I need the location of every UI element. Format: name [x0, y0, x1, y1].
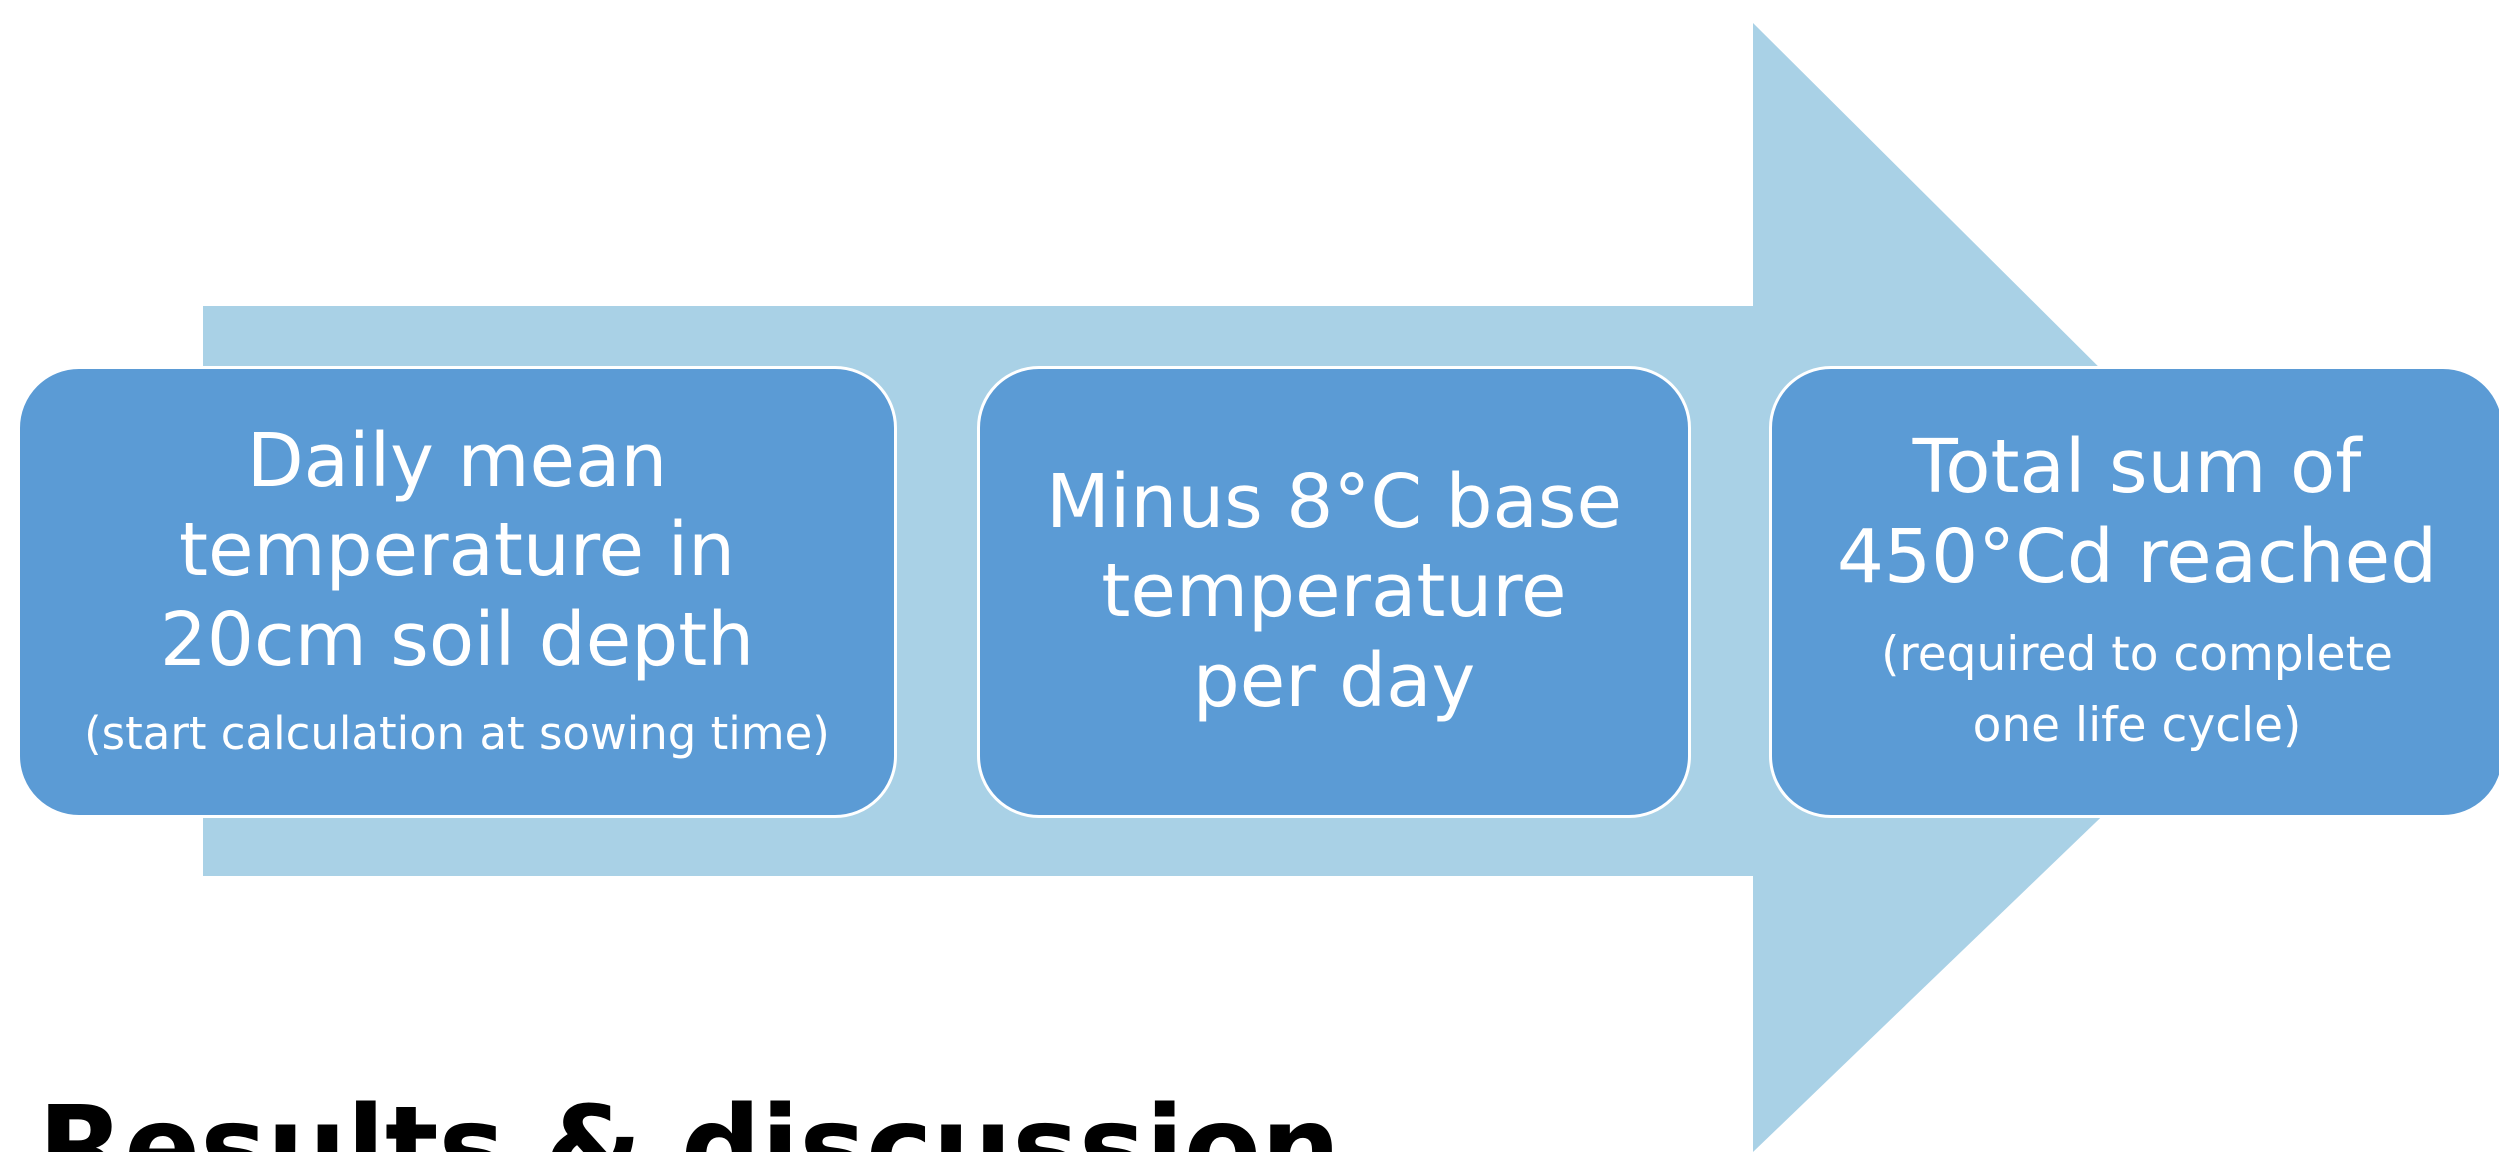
step-main-text: Total sum of 450°Cd reached [1836, 423, 2438, 600]
step-box-daily-mean-temperature: Daily mean temperature in 20cm soil dept… [17, 366, 897, 818]
step-main-text: Daily mean temperature in 20cm soil dept… [159, 417, 755, 684]
step-sub-text: (required to complete one life cycle) [1881, 627, 2393, 753]
section-heading: Results & discussion [38, 1083, 1341, 1152]
step-sub-text: (start calculation at sowing time) [84, 706, 830, 760]
step-box-minus-base-temperature: Minus 8°C base temperature per day [977, 366, 1691, 818]
step-box-total-sum-reached: Total sum of 450°Cd reached (required to… [1769, 366, 2499, 818]
step-main-text: Minus 8°C base temperature per day [1046, 458, 1622, 724]
